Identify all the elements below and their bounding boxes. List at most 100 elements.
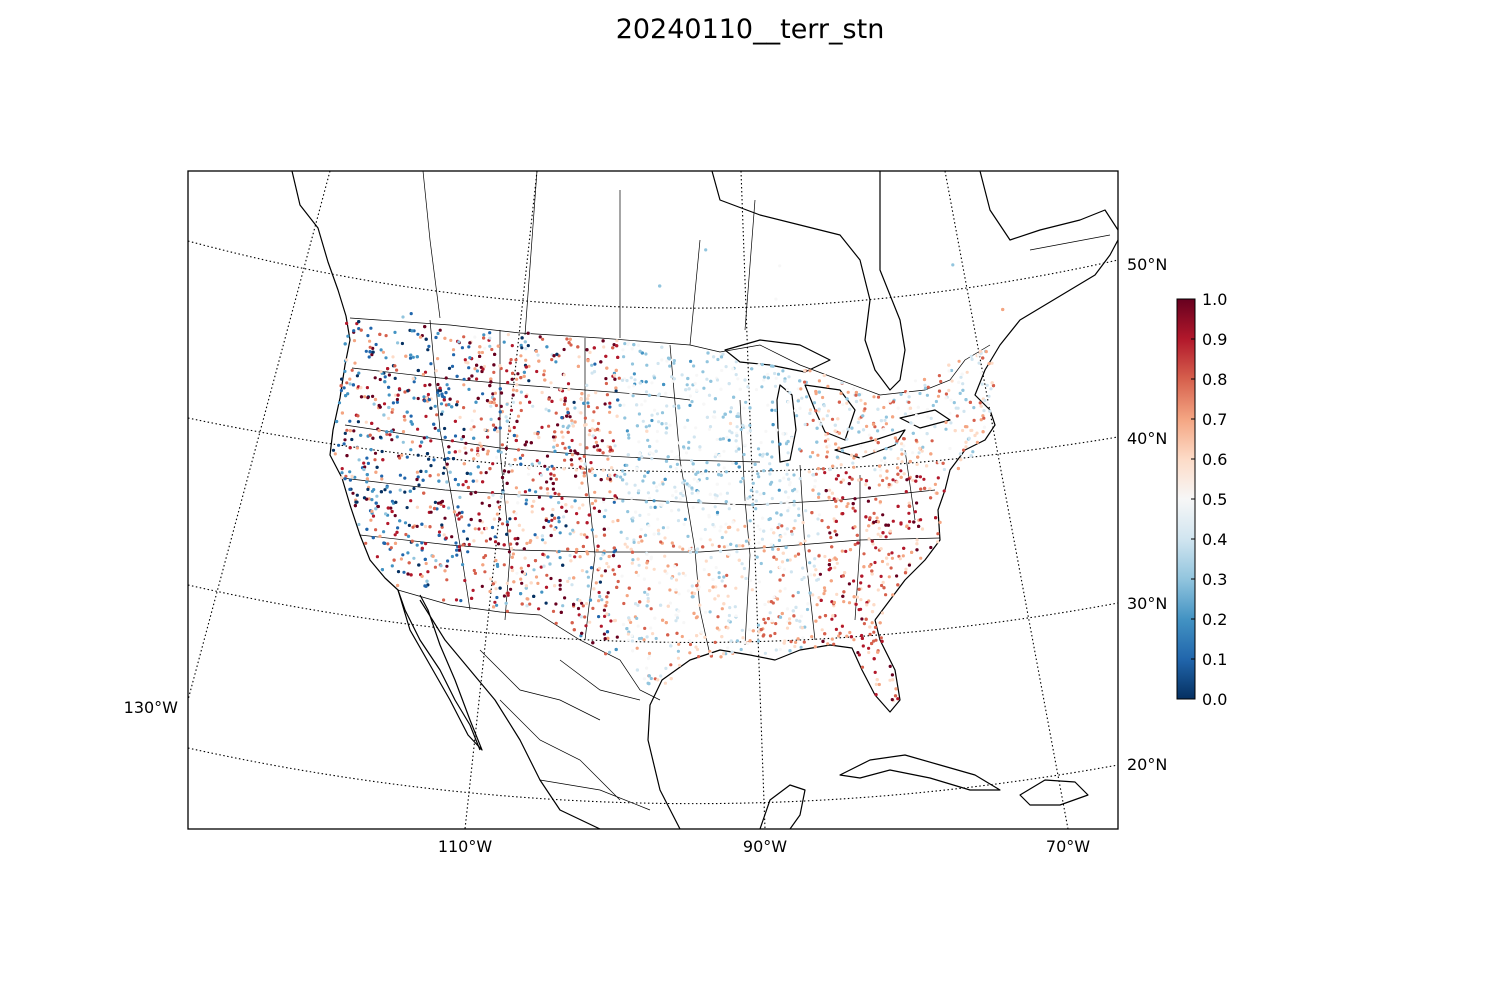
station-point (756, 639, 761, 643)
station-point (412, 556, 416, 560)
station-point (563, 446, 567, 450)
station-point (636, 624, 640, 628)
station-point (741, 636, 745, 640)
station-point (403, 476, 407, 480)
parallel-40n (188, 417, 1118, 473)
station-point (440, 523, 444, 527)
station-point (377, 403, 381, 408)
station-point (893, 694, 898, 698)
station-point (565, 337, 569, 341)
station-point (429, 510, 433, 514)
station-point (579, 411, 583, 415)
station-point (638, 513, 642, 518)
station-point (747, 538, 751, 542)
station-point (545, 573, 549, 577)
station-point (577, 613, 581, 617)
station-point (977, 361, 981, 365)
station-point (860, 574, 864, 578)
station-point (525, 541, 529, 546)
station-point (860, 617, 864, 621)
canada-provinces (422, 171, 1111, 346)
station-point (363, 465, 367, 469)
station-point (445, 578, 449, 582)
station-point (445, 383, 449, 387)
station-point (724, 652, 728, 656)
station-point (812, 573, 817, 577)
station-point (670, 576, 674, 580)
station-point (907, 526, 911, 530)
station-point (674, 613, 678, 617)
station-point (728, 410, 733, 414)
station-point (589, 566, 594, 570)
station-point (547, 397, 551, 401)
station-point (526, 344, 530, 348)
station-point (866, 499, 871, 503)
station-point (506, 591, 510, 595)
station-point (443, 516, 447, 520)
station-point (815, 440, 819, 444)
station-point (371, 514, 376, 518)
station-point (777, 538, 782, 543)
station-point (614, 386, 618, 390)
station-point (916, 405, 920, 409)
station-point (695, 373, 699, 377)
station-point (590, 427, 594, 431)
station-point (634, 602, 638, 606)
station-point (720, 368, 724, 373)
station-point (846, 390, 850, 394)
station-point (616, 355, 620, 359)
station-point (824, 489, 828, 493)
station-point (698, 603, 702, 607)
station-point (682, 479, 687, 483)
station-point (337, 443, 341, 447)
station-point (597, 615, 601, 619)
station-point (578, 555, 582, 559)
station-point (493, 391, 497, 395)
station-point (743, 524, 747, 528)
station-point (554, 602, 558, 606)
station-point (813, 557, 817, 561)
station-point (388, 433, 392, 437)
station-point (365, 386, 369, 390)
station-point (353, 475, 357, 479)
station-point (586, 584, 590, 588)
station-point (887, 575, 891, 579)
station-point (422, 436, 426, 440)
station-point (541, 538, 545, 542)
station-point (883, 461, 887, 465)
station-point (901, 554, 905, 558)
station-point (706, 351, 710, 355)
station-point (415, 477, 419, 482)
colorbar: 1.00.90.80.70.60.50.40.30.20.10.0 (1176, 290, 1227, 709)
station-point (763, 651, 768, 655)
station-point (351, 383, 355, 387)
station-point (872, 630, 876, 634)
station-point (516, 536, 520, 541)
station-point (613, 618, 617, 623)
station-point (499, 391, 504, 395)
station-point (755, 490, 759, 494)
station-point (801, 521, 805, 525)
station-point (725, 573, 729, 578)
station-point (550, 386, 554, 390)
station-point (879, 468, 883, 472)
station-point (514, 486, 519, 490)
station-point (376, 504, 380, 509)
station-point (720, 579, 724, 583)
station-point (440, 394, 445, 398)
station-point (826, 525, 830, 529)
station-point (453, 434, 458, 438)
station-point (492, 605, 496, 609)
station-point (630, 362, 635, 366)
station-point (861, 644, 865, 648)
station-point (476, 449, 480, 453)
station-point (633, 378, 637, 382)
station-point (835, 561, 839, 565)
station-point (522, 547, 526, 551)
station-point (982, 425, 987, 429)
station-point (675, 631, 679, 635)
station-point (942, 489, 946, 493)
station-point (348, 419, 352, 423)
station-point (331, 448, 336, 452)
station-point (458, 495, 462, 499)
